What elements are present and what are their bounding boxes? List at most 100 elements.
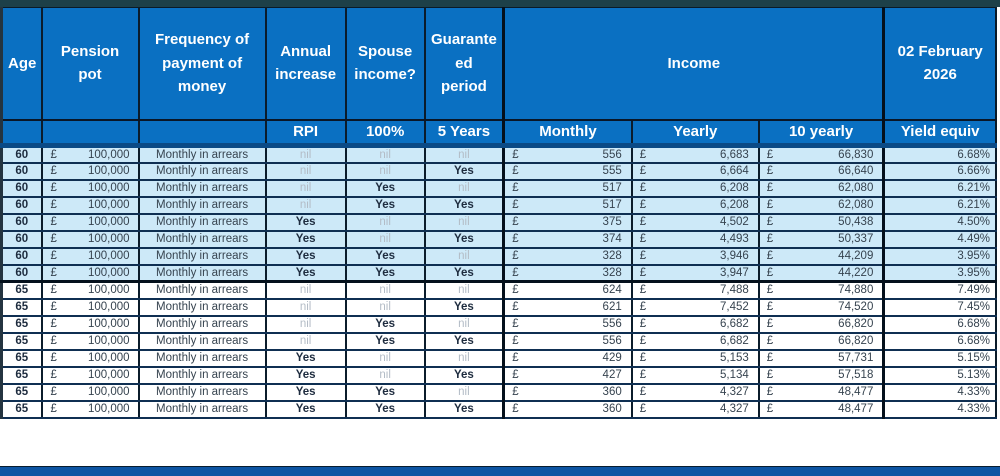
header-income-group[interactable]: Income	[502, 7, 884, 121]
cell-income-10yearly[interactable]: £57,731	[757, 349, 884, 368]
cell-guaranteed-period[interactable]: Yes	[423, 196, 504, 215]
cell-income-yearly[interactable]: £5,134	[630, 366, 759, 385]
cell-yield-equiv[interactable]: 7.45%	[882, 298, 996, 317]
cell-guaranteed-period[interactable]: Yes	[423, 230, 504, 249]
cell-age[interactable]: 60	[0, 230, 42, 249]
cell-annual-increase[interactable]: nil	[264, 298, 346, 317]
cell-annual-increase[interactable]: nil	[264, 179, 346, 198]
cell-frequency[interactable]: Monthly in arrears	[137, 196, 266, 215]
cell-annual-increase[interactable]: Yes	[264, 264, 346, 283]
cell-income-10yearly[interactable]: £48,477	[757, 383, 884, 402]
cell-spouse-income[interactable]: Yes	[344, 179, 425, 198]
cell-pension-pot[interactable]: £100,000	[40, 179, 139, 198]
cell-income-monthly[interactable]: £374	[502, 230, 632, 249]
cell-frequency[interactable]: Monthly in arrears	[137, 315, 266, 334]
cell-income-monthly[interactable]: £360	[502, 383, 632, 402]
subheader-guaranteed-5years[interactable]: 5 Years	[423, 119, 504, 148]
cell-guaranteed-period[interactable]: nil	[423, 281, 504, 300]
header-annual-increase[interactable]: Annual increase	[264, 7, 346, 121]
cell-age[interactable]: 60	[0, 179, 42, 198]
cell-income-10yearly[interactable]: £66,830	[757, 145, 884, 164]
cell-age[interactable]: 65	[0, 332, 42, 351]
cell-yield-equiv[interactable]: 4.49%	[882, 230, 996, 249]
cell-annual-increase[interactable]: Yes	[264, 366, 346, 385]
cell-frequency[interactable]: Monthly in arrears	[137, 145, 266, 164]
cell-income-10yearly[interactable]: £48,477	[757, 400, 884, 419]
cell-income-10yearly[interactable]: £66,820	[757, 332, 884, 351]
cell-income-10yearly[interactable]: £74,520	[757, 298, 884, 317]
cell-annual-increase[interactable]: Yes	[264, 400, 346, 419]
cell-pension-pot[interactable]: £100,000	[40, 366, 139, 385]
header-spouse-income[interactable]: Spouse income?	[344, 7, 425, 121]
cell-income-monthly[interactable]: £517	[502, 179, 632, 198]
cell-spouse-income[interactable]: Yes	[344, 332, 425, 351]
cell-guaranteed-period[interactable]: nil	[423, 383, 504, 402]
cell-guaranteed-period[interactable]: nil	[423, 315, 504, 334]
cell-guaranteed-period[interactable]: Yes	[423, 264, 504, 283]
cell-age[interactable]: 60	[0, 145, 42, 164]
cell-annual-increase[interactable]: Yes	[264, 349, 346, 368]
header-pension-pot[interactable]: Pension pot	[40, 7, 139, 121]
cell-pension-pot[interactable]: £100,000	[40, 315, 139, 334]
cell-income-yearly[interactable]: £4,502	[630, 213, 759, 232]
cell-annual-increase[interactable]: nil	[264, 315, 346, 334]
cell-yield-equiv[interactable]: 6.21%	[882, 196, 996, 215]
cell-yield-equiv[interactable]: 4.33%	[882, 383, 996, 402]
cell-guaranteed-period[interactable]: nil	[423, 349, 504, 368]
cell-frequency[interactable]: Monthly in arrears	[137, 247, 266, 266]
cell-age[interactable]: 60	[0, 264, 42, 283]
cell-yield-equiv[interactable]: 6.66%	[882, 162, 996, 181]
subheader-10yearly[interactable]: 10 yearly	[757, 119, 884, 148]
cell-guaranteed-period[interactable]: Yes	[423, 400, 504, 419]
subheader-pension-empty[interactable]	[40, 119, 139, 148]
cell-frequency[interactable]: Monthly in arrears	[137, 298, 266, 317]
cell-income-monthly[interactable]: £360	[502, 400, 632, 419]
cell-guaranteed-period[interactable]: Yes	[423, 332, 504, 351]
cell-income-yearly[interactable]: £6,208	[630, 179, 759, 198]
cell-income-10yearly[interactable]: £44,209	[757, 247, 884, 266]
cell-annual-increase[interactable]: nil	[264, 145, 346, 164]
cell-income-10yearly[interactable]: £66,820	[757, 315, 884, 334]
cell-income-monthly[interactable]: £556	[502, 145, 632, 164]
cell-age[interactable]: 60	[0, 247, 42, 266]
cell-income-yearly[interactable]: £6,682	[630, 332, 759, 351]
cell-income-yearly[interactable]: £4,327	[630, 383, 759, 402]
cell-pension-pot[interactable]: £100,000	[40, 145, 139, 164]
cell-pension-pot[interactable]: £100,000	[40, 332, 139, 351]
cell-frequency[interactable]: Monthly in arrears	[137, 230, 266, 249]
cell-pension-pot[interactable]: £100,000	[40, 196, 139, 215]
cell-pension-pot[interactable]: £100,000	[40, 349, 139, 368]
cell-pension-pot[interactable]: £100,000	[40, 264, 139, 283]
cell-guaranteed-period[interactable]: Yes	[423, 162, 504, 181]
cell-annual-increase[interactable]: nil	[264, 332, 346, 351]
cell-frequency[interactable]: Monthly in arrears	[137, 383, 266, 402]
subheader-age-empty[interactable]	[0, 119, 42, 148]
cell-income-monthly[interactable]: £621	[502, 298, 632, 317]
cell-age[interactable]: 65	[0, 315, 42, 334]
cell-pension-pot[interactable]: £100,000	[40, 230, 139, 249]
cell-pension-pot[interactable]: £100,000	[40, 298, 139, 317]
cell-spouse-income[interactable]: Yes	[344, 196, 425, 215]
cell-yield-equiv[interactable]: 7.49%	[882, 281, 996, 300]
cell-age[interactable]: 65	[0, 349, 42, 368]
header-age[interactable]: Age	[0, 7, 42, 121]
cell-age[interactable]: 65	[0, 298, 42, 317]
cell-yield-equiv[interactable]: 6.21%	[882, 179, 996, 198]
cell-annual-increase[interactable]: nil	[264, 281, 346, 300]
cell-annual-increase[interactable]: nil	[264, 162, 346, 181]
subheader-yearly[interactable]: Yearly	[630, 119, 759, 148]
cell-spouse-income[interactable]: nil	[344, 281, 425, 300]
cell-frequency[interactable]: Monthly in arrears	[137, 349, 266, 368]
cell-frequency[interactable]: Monthly in arrears	[137, 281, 266, 300]
cell-income-10yearly[interactable]: £44,220	[757, 264, 884, 283]
cell-income-10yearly[interactable]: £57,518	[757, 366, 884, 385]
cell-frequency[interactable]: Monthly in arrears	[137, 366, 266, 385]
cell-spouse-income[interactable]: nil	[344, 366, 425, 385]
cell-spouse-income[interactable]: nil	[344, 213, 425, 232]
cell-guaranteed-period[interactable]: nil	[423, 179, 504, 198]
cell-annual-increase[interactable]: Yes	[264, 383, 346, 402]
subheader-spouse-100pct[interactable]: 100%	[344, 119, 425, 148]
cell-spouse-income[interactable]: nil	[344, 162, 425, 181]
cell-frequency[interactable]: Monthly in arrears	[137, 179, 266, 198]
cell-frequency[interactable]: Monthly in arrears	[137, 332, 266, 351]
